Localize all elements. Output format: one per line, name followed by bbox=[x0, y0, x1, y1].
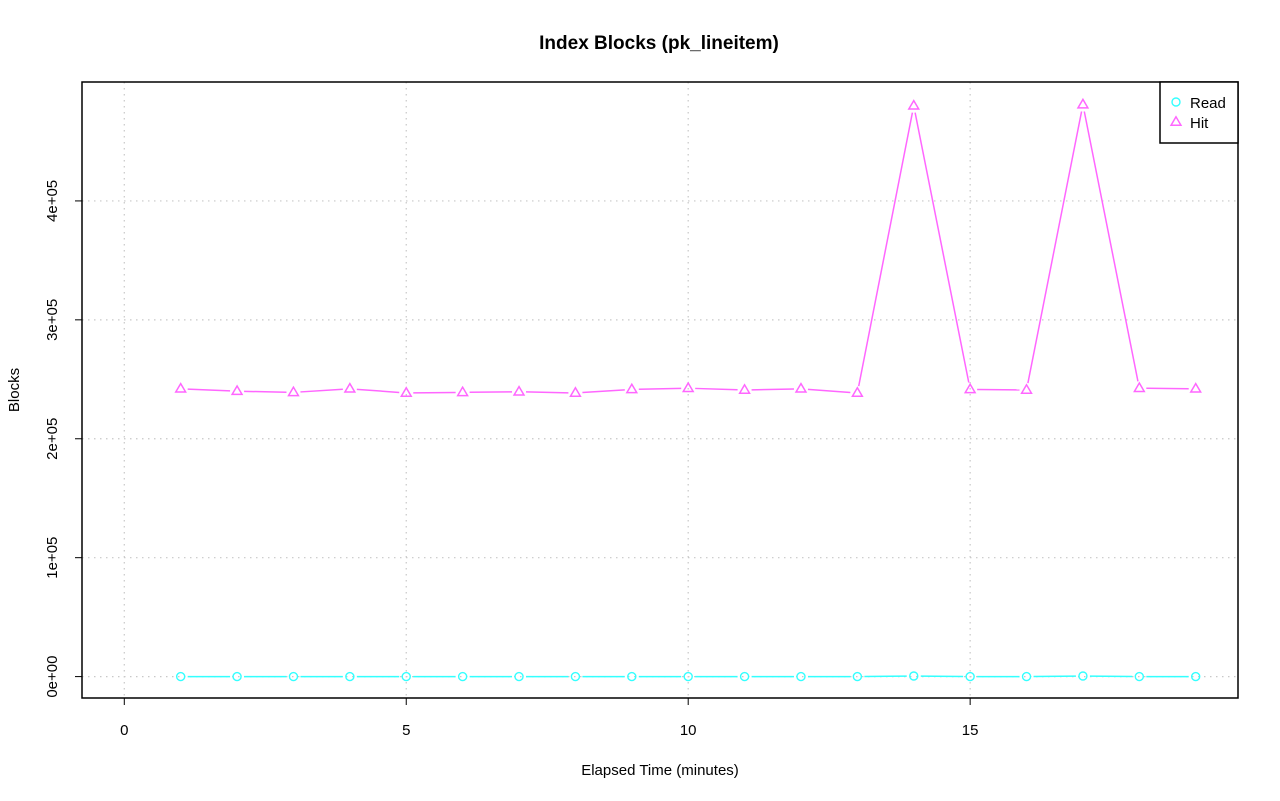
series-hit-segment bbox=[582, 389, 625, 394]
series-read-point bbox=[457, 671, 468, 682]
series-read-point bbox=[739, 671, 750, 682]
legend-box bbox=[1159, 81, 1239, 144]
series-read-point bbox=[345, 671, 355, 682]
series-hit-point bbox=[681, 381, 695, 393]
series-hit-point bbox=[399, 386, 413, 397]
series-hit bbox=[174, 97, 1202, 397]
series-hit-segment bbox=[187, 388, 231, 392]
series-read-point bbox=[796, 671, 806, 682]
series-hit-point bbox=[907, 99, 921, 110]
series-hit-point bbox=[794, 382, 808, 393]
series-hit-segment bbox=[695, 387, 738, 391]
series-hit-segment bbox=[751, 388, 794, 391]
series-read-point bbox=[1021, 671, 1032, 682]
series-read-point bbox=[683, 671, 693, 682]
series-hit-segment bbox=[638, 387, 682, 391]
legend-label-hit: Hit bbox=[1190, 115, 1209, 132]
series-read-point bbox=[175, 671, 186, 682]
y-axis-label: Blocks bbox=[6, 368, 23, 412]
series-hit-point bbox=[456, 385, 469, 397]
series-hit-point bbox=[625, 382, 639, 394]
series-hit-point bbox=[1020, 383, 1033, 394]
legend: Read Hit bbox=[1159, 81, 1239, 144]
series-hit-point bbox=[1189, 382, 1202, 393]
series-read-point bbox=[965, 671, 975, 682]
series-read-point bbox=[514, 671, 524, 682]
y-tick-label: 2e+05 bbox=[44, 418, 61, 460]
x-axis-label: Elapsed Time (minutes) bbox=[581, 762, 739, 779]
series-read-point bbox=[232, 671, 242, 682]
series-hit-point bbox=[512, 385, 526, 396]
series-hit-point bbox=[738, 383, 751, 394]
series-hit-point bbox=[230, 384, 244, 396]
plot-frame bbox=[81, 81, 1239, 699]
x-tick-label: 15 bbox=[962, 722, 979, 739]
series-read-point bbox=[627, 671, 637, 682]
series-layer bbox=[174, 97, 1202, 682]
series-hit-point bbox=[343, 382, 357, 393]
series-read-point bbox=[1191, 671, 1201, 682]
x-tick-label: 5 bbox=[402, 722, 410, 739]
series-hit-segment bbox=[914, 112, 970, 383]
series-read-point bbox=[909, 671, 919, 681]
chart-title: Index Blocks (pk_lineitem) bbox=[539, 33, 779, 54]
legend-marker-read bbox=[1171, 97, 1181, 107]
series-read-point bbox=[288, 671, 299, 682]
y-tick-label: 0e+00 bbox=[44, 656, 61, 698]
x-tick-label: 0 bbox=[120, 722, 128, 739]
series-hit-segment bbox=[356, 388, 400, 394]
series-hit-segment bbox=[526, 391, 569, 394]
y-tick-label: 3e+05 bbox=[44, 299, 61, 341]
series-hit-point bbox=[851, 386, 864, 397]
legend-label-read: Read bbox=[1190, 95, 1226, 112]
series-hit-segment bbox=[807, 388, 851, 394]
legend-marker-hit bbox=[1169, 115, 1183, 126]
series-hit-point bbox=[1133, 381, 1146, 393]
series-hit-segment bbox=[857, 112, 914, 387]
series-hit-point bbox=[569, 386, 582, 397]
series-hit-point bbox=[963, 382, 977, 394]
series-read-point bbox=[1078, 671, 1088, 681]
series-hit-point bbox=[174, 382, 187, 393]
series-read-point bbox=[570, 671, 581, 682]
series-read bbox=[175, 671, 1201, 682]
series-read-point bbox=[401, 671, 411, 682]
series-hit-segment bbox=[1083, 111, 1139, 382]
x-tick-label: 10 bbox=[680, 722, 697, 739]
series-hit-point bbox=[287, 385, 300, 397]
series-hit-point bbox=[1076, 97, 1090, 109]
series-read-point bbox=[852, 671, 863, 682]
grid bbox=[82, 82, 1238, 698]
y-axis: 0e+00 1e+05 2e+05 3e+05 4e+05 bbox=[44, 180, 82, 698]
series-read-point bbox=[1134, 671, 1145, 682]
y-tick-label: 1e+05 bbox=[44, 537, 61, 579]
series-hit-segment bbox=[244, 390, 287, 393]
x-axis: 0 5 10 15 bbox=[120, 698, 978, 739]
series-hit-segment bbox=[1027, 111, 1083, 384]
series-hit-segment bbox=[300, 388, 343, 393]
y-tick-label: 4e+05 bbox=[44, 180, 61, 222]
